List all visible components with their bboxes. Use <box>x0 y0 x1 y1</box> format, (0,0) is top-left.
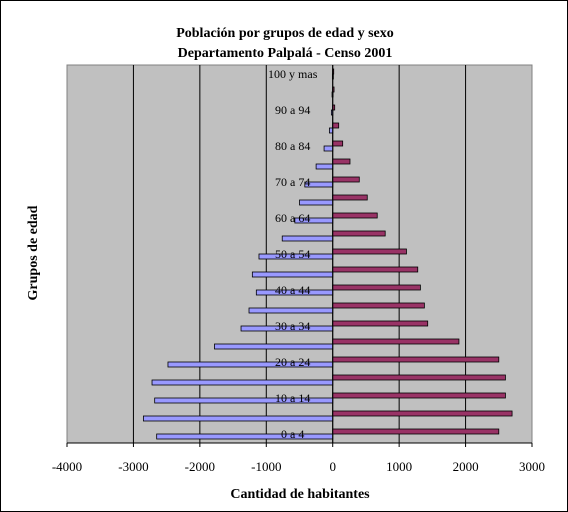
bar-right-series <box>332 410 513 417</box>
bar-right-series <box>332 374 506 381</box>
category-label: 80 a 84 <box>275 139 310 153</box>
category-label: 90 a 94 <box>275 103 310 117</box>
bar-left-series <box>315 163 334 170</box>
bar-right-series <box>332 338 460 345</box>
bar-right-series <box>332 356 500 363</box>
bar-right-series <box>332 248 407 255</box>
category-label: 50 a 54 <box>275 247 310 261</box>
bar-left-series <box>214 343 334 350</box>
category-label: 60 a 64 <box>275 211 310 225</box>
bar-left-series <box>248 307 334 314</box>
bar-right-series <box>332 428 500 435</box>
x-axis-title: Cantidad de habitantes <box>230 487 370 502</box>
category-label: 40 a 44 <box>275 283 310 297</box>
x-tick-label: 0 <box>329 459 336 474</box>
bar-right-series <box>332 212 378 219</box>
bar-left-series <box>299 199 334 206</box>
y-axis-title: Grupos de edad <box>26 205 41 300</box>
category-labels: 0 a 4 10 a 14 20 a 24 30 a 34 40 a 44 50 a 54… <box>268 65 334 443</box>
category-label: 100 y mas <box>268 67 318 81</box>
x-tick-label: 2000 <box>453 459 479 474</box>
x-tick-label: 1000 <box>386 459 412 474</box>
bar-right-series <box>332 158 351 165</box>
category-label: 20 a 24 <box>275 355 310 369</box>
category-label: 30 a 34 <box>275 319 310 333</box>
bar-right-series <box>332 392 506 399</box>
bar-right-series <box>332 122 340 129</box>
bar-right-series <box>332 194 368 201</box>
x-tick-label: 3000 <box>519 459 545 474</box>
bar-right-series <box>332 320 429 327</box>
category-label: 10 a 14 <box>275 391 310 405</box>
chart-subtitle: Departamento Palpalá - Censo 2001 <box>178 46 393 61</box>
bar-right-series <box>332 266 419 273</box>
category-label: 70 a 74 <box>275 175 310 189</box>
bar-right-series <box>332 284 421 291</box>
bar-left-series <box>281 235 334 242</box>
bar-right-series <box>332 230 386 237</box>
x-tick-label: -2000 <box>185 459 215 474</box>
bar-right-series <box>332 140 344 147</box>
bar-left-series <box>323 145 334 152</box>
x-tick-label: -4000 <box>52 459 82 474</box>
x-tick-labels: -4000 -3000 -2000 -1000 0 1000 2000 3000 <box>52 442 545 474</box>
bar-left-series <box>142 415 334 422</box>
x-tick-label: -3000 <box>118 459 148 474</box>
bar-left-series <box>151 379 334 386</box>
bar-right-series <box>332 176 360 183</box>
x-tick-label: -1000 <box>251 459 281 474</box>
bar-left-series <box>156 433 334 440</box>
category-label: 0 a 4 <box>281 427 304 441</box>
bar-right-series <box>332 302 425 309</box>
chart-title: Población por grupos de edad y sexo <box>176 26 394 41</box>
bar-left-series <box>251 271 334 278</box>
